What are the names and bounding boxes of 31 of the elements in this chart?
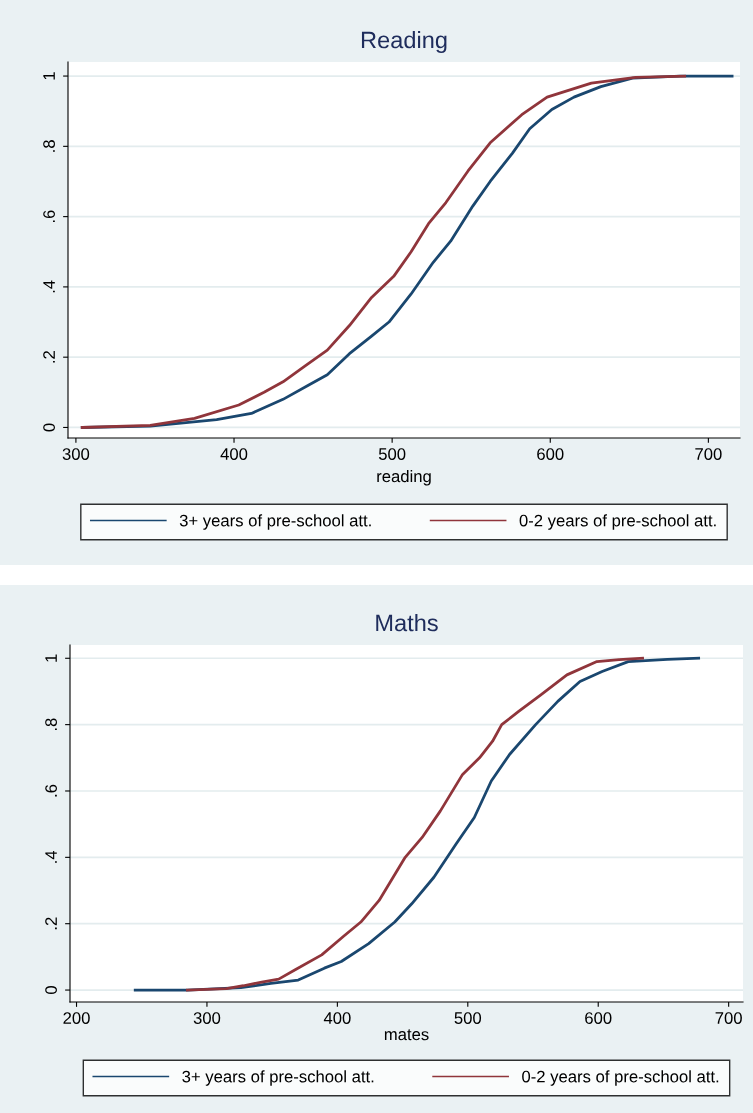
legend-label: 0-2 years of pre-school att.	[522, 1070, 719, 1086]
chart-title: Maths	[376, 614, 438, 632]
x-tick-label: 600	[537, 448, 564, 460]
x-tick-label: 500	[378, 448, 406, 460]
x-tick-label: 700	[695, 448, 722, 460]
legend-label: 3+ years of pre-school att.	[182, 1070, 374, 1086]
y-tick-label: .4	[43, 280, 55, 293]
y-tick-label: .6	[43, 210, 55, 223]
chart-title: Reading	[361, 31, 447, 54]
y-tick-label: 1	[45, 654, 57, 662]
x-tick-label: 300	[62, 448, 90, 460]
x-axis-title: reading	[377, 470, 431, 486]
x-tick-label: 200	[63, 1012, 90, 1024]
legend-label: 3+ years of pre-school att.	[179, 514, 371, 530]
y-tick-label: .2	[45, 917, 57, 930]
y-tick-label: .8	[43, 140, 55, 152]
y-tick-label: .6	[45, 784, 57, 797]
y-tick-label: .4	[45, 850, 57, 863]
x-tick-label: 500	[454, 1012, 482, 1024]
x-tick-label: 400	[220, 448, 248, 460]
x-tick-label: 700	[715, 1012, 742, 1024]
x-tick-label: 400	[323, 1012, 351, 1024]
x-tick-label: 600	[585, 1012, 612, 1024]
y-tick-label: .2	[43, 351, 55, 363]
x-axis-title: mates	[384, 1029, 429, 1041]
y-tick-label: .8	[45, 718, 57, 731]
legend-label: 0-2 years of pre-school att.	[519, 514, 716, 530]
y-tick-label: 1	[43, 72, 55, 80]
y-tick-label: 0	[45, 986, 57, 995]
y-tick-label: 0	[43, 423, 55, 432]
x-tick-label: 300	[193, 1012, 221, 1024]
